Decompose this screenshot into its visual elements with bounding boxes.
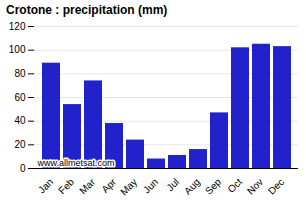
svg-text:60: 60 xyxy=(14,92,26,103)
svg-text:www.allmetsat.com: www.allmetsat.com xyxy=(37,158,115,168)
svg-text:Jan: Jan xyxy=(36,176,55,195)
svg-text:Nov: Nov xyxy=(245,176,265,196)
html-text:Crotone : precipitation (mm): Crotone : precipitation (mm) xyxy=(6,3,168,17)
svg-text:Sep: Sep xyxy=(203,176,224,197)
svg-text:Feb: Feb xyxy=(56,176,76,196)
svg-text:80: 80 xyxy=(14,68,26,79)
svg-text:Jun: Jun xyxy=(141,176,160,195)
svg-text:120: 120 xyxy=(9,21,26,32)
svg-text:Oct: Oct xyxy=(225,176,244,195)
svg-text:Jul: Jul xyxy=(164,176,181,193)
svg-text:Dec: Dec xyxy=(266,176,286,196)
svg-text:Apr: Apr xyxy=(99,176,118,195)
svg-text:40: 40 xyxy=(14,115,26,126)
svg-text:20: 20 xyxy=(14,139,26,150)
svg-text:Aug: Aug xyxy=(182,176,202,196)
svg-text:May: May xyxy=(118,176,139,197)
svg-text:Mar: Mar xyxy=(77,176,97,196)
svg-text:0: 0 xyxy=(20,163,26,174)
svg-text:100: 100 xyxy=(9,44,26,55)
